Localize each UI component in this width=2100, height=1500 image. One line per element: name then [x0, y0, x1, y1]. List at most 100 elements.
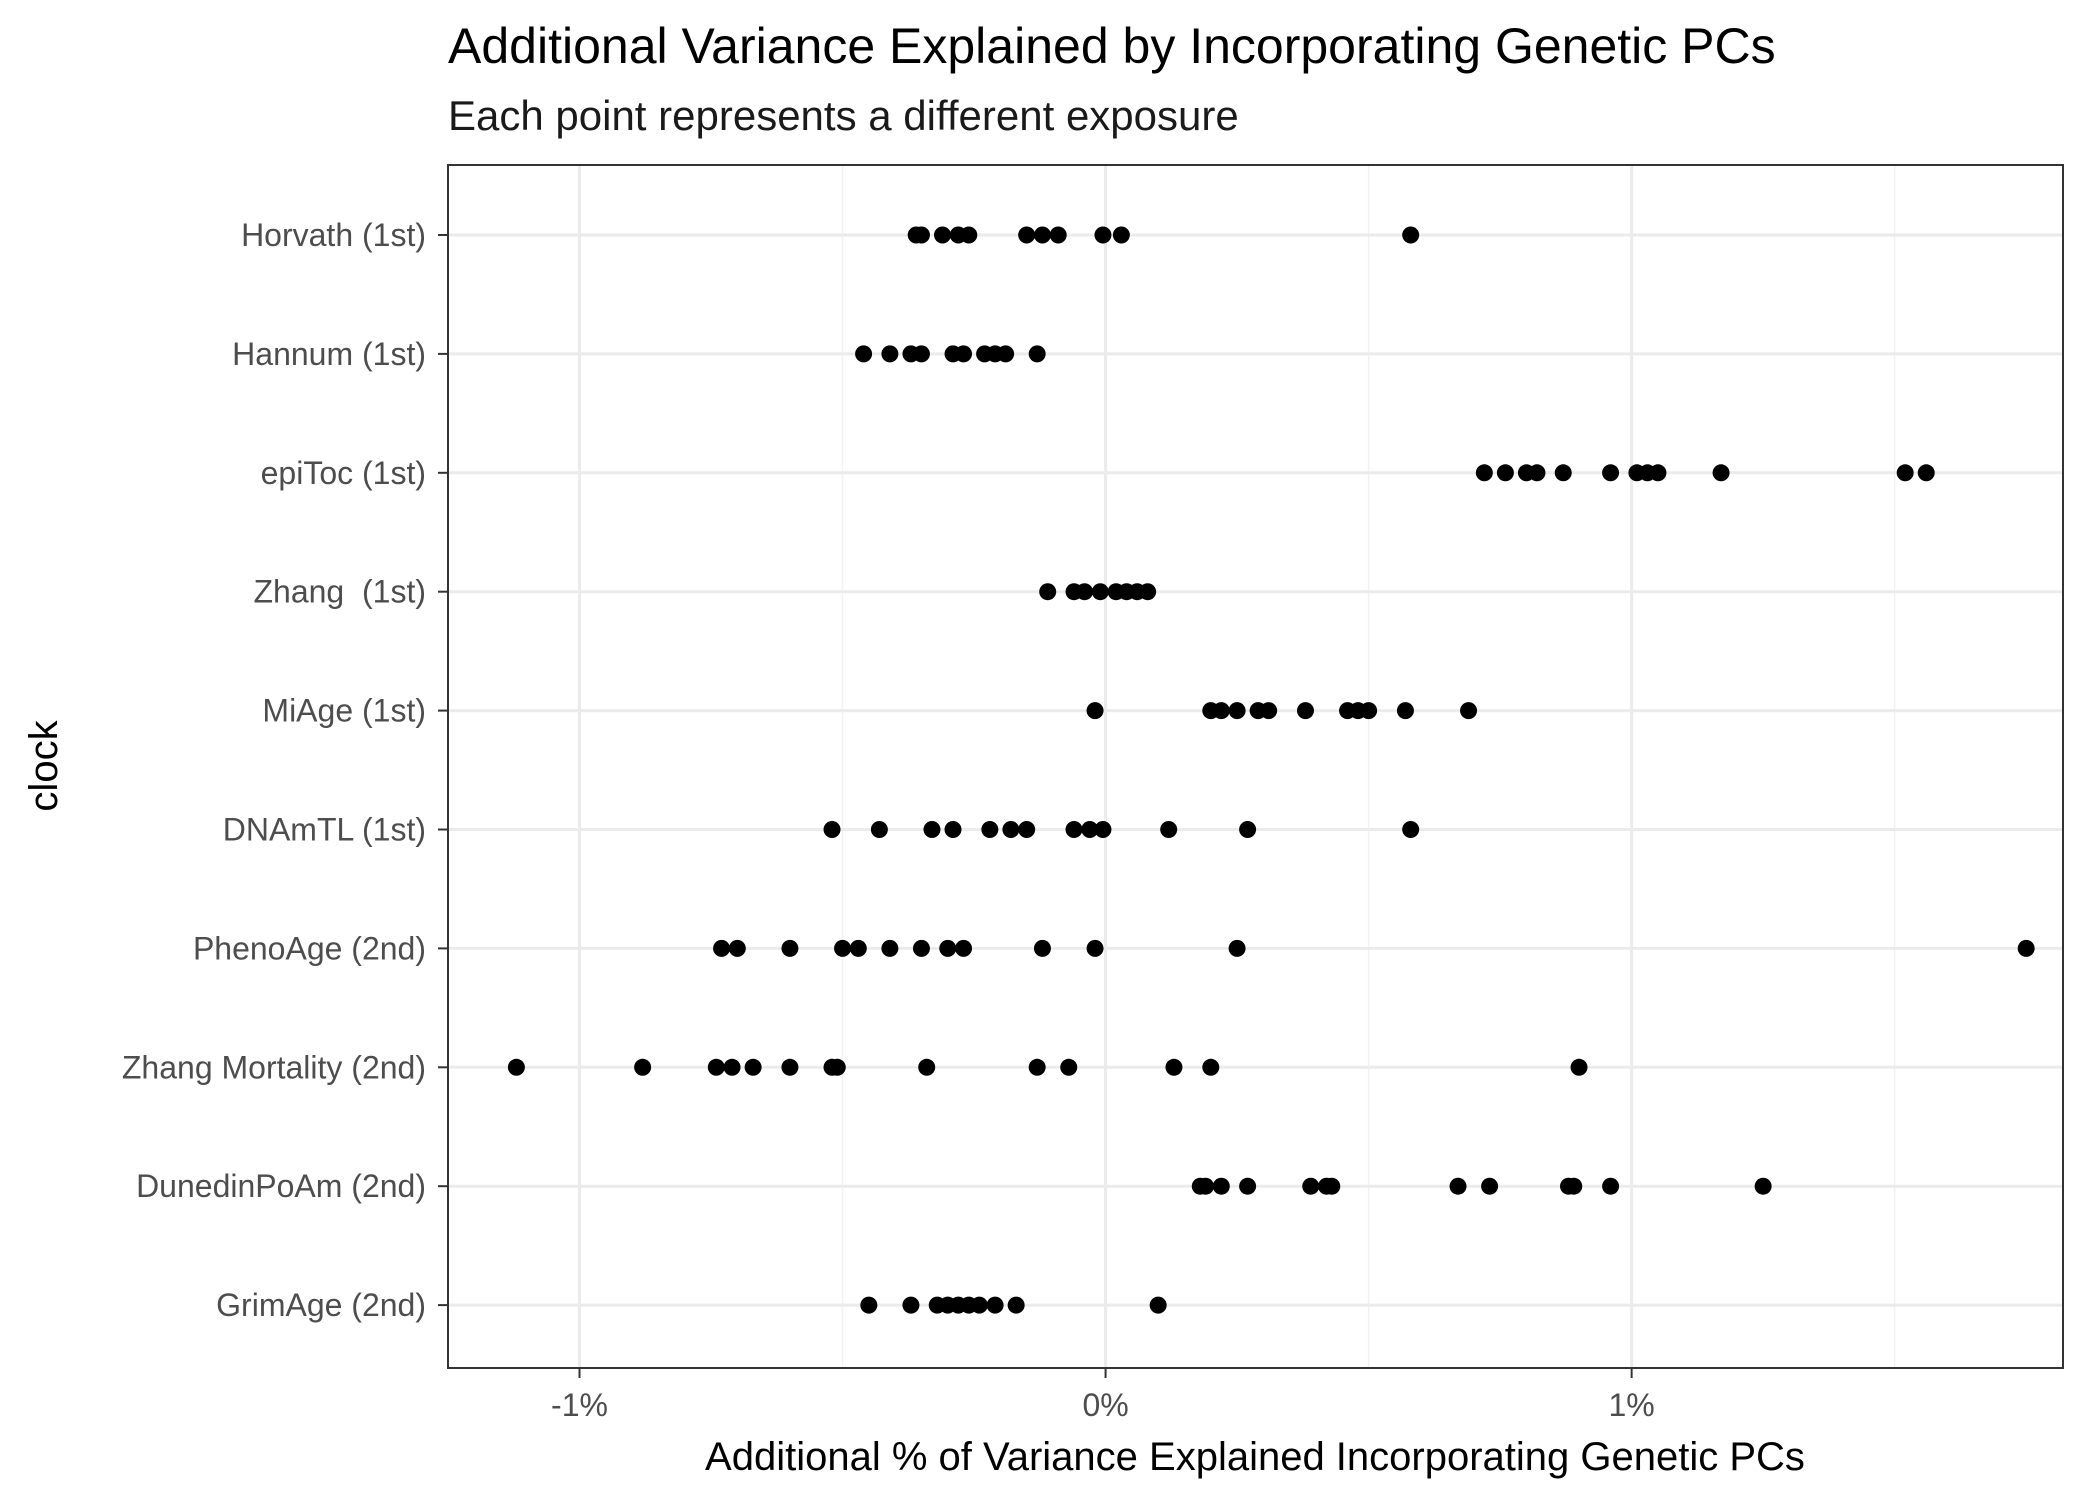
- y-axis-title: clock: [22, 719, 66, 811]
- data-point: [855, 345, 873, 363]
- data-point: [1212, 1177, 1230, 1195]
- data-point: [634, 1058, 652, 1076]
- y-tick-label: GrimAge (2nd): [216, 1287, 426, 1323]
- data-point: [781, 1058, 799, 1076]
- data-point: [912, 345, 930, 363]
- data-point: [1565, 1177, 1583, 1195]
- y-tick-label: DNAmTL (1st): [223, 812, 426, 848]
- data-point: [1197, 1177, 1215, 1195]
- data-point: [1323, 1177, 1341, 1195]
- data-point: [1460, 702, 1478, 720]
- data-point: [960, 226, 978, 244]
- data-point: [2017, 939, 2035, 957]
- data-point: [923, 821, 941, 838]
- data-point: [870, 821, 888, 838]
- data-point: [955, 345, 973, 363]
- data-point: [744, 1058, 762, 1076]
- data-point: [1086, 702, 1104, 720]
- data-point: [1028, 345, 1046, 363]
- data-point: [1039, 583, 1057, 601]
- data-point: [881, 939, 899, 957]
- data-point: [1754, 1177, 1772, 1195]
- data-point: [1028, 1058, 1046, 1076]
- data-point: [1212, 702, 1230, 720]
- data-point: [1302, 1177, 1320, 1195]
- data-point: [1086, 939, 1104, 957]
- data-point: [1049, 226, 1067, 244]
- data-point: [1239, 821, 1257, 838]
- data-point: [1139, 583, 1157, 601]
- x-tick-label: 0%: [1082, 1387, 1128, 1423]
- data-point: [1402, 226, 1420, 244]
- data-point: [1649, 464, 1667, 482]
- data-point: [1002, 821, 1020, 838]
- data-point: [1239, 1177, 1257, 1195]
- data-point: [834, 939, 852, 957]
- data-point: [997, 345, 1015, 363]
- data-point: [1496, 464, 1514, 482]
- y-tick-label: DunedinPoAm (2nd): [136, 1168, 426, 1204]
- data-point: [981, 821, 999, 838]
- data-point: [1602, 464, 1620, 482]
- data-point: [1917, 464, 1935, 482]
- data-point: [933, 226, 951, 244]
- data-point: [1296, 702, 1314, 720]
- data-point: [1065, 821, 1083, 838]
- data-point: [955, 939, 973, 957]
- y-tick-label: PhenoAge (2nd): [193, 930, 426, 966]
- data-point: [1202, 1058, 1220, 1076]
- data-point: [1396, 702, 1414, 720]
- data-point: [849, 939, 867, 957]
- data-point: [918, 1058, 936, 1076]
- data-point: [939, 939, 957, 957]
- data-point: [1475, 464, 1493, 482]
- data-point: [1481, 1177, 1499, 1195]
- data-point: [781, 939, 799, 957]
- y-tick-label: Zhang (1st): [253, 574, 426, 610]
- data-point: [1033, 226, 1051, 244]
- data-point: [728, 939, 746, 957]
- data-point: [713, 939, 731, 957]
- data-point: [707, 1058, 725, 1076]
- data-point: [986, 1296, 1004, 1314]
- x-tick-label: -1%: [551, 1387, 608, 1423]
- x-axis: -1% 0% 1%: [551, 1368, 1655, 1423]
- y-tick-label: Hannum (1st): [232, 336, 426, 372]
- data-point: [1060, 1058, 1078, 1076]
- data-point: [1602, 1177, 1620, 1195]
- data-point: [1449, 1177, 1467, 1195]
- y-axis: Horvath (1st) Hannum (1st) epiToc (1st) Zha…: [122, 217, 448, 1323]
- data-points: [507, 226, 2035, 1314]
- data-point: [860, 1296, 878, 1314]
- data-point: [828, 1058, 846, 1076]
- y-tick-label: Zhang Mortality (2nd): [122, 1049, 426, 1085]
- y-tick-label: MiAge (1st): [262, 693, 426, 729]
- data-point: [1165, 1058, 1183, 1076]
- chart-title: Additional Variance Explained by Incorpo…: [448, 18, 1776, 74]
- data-point: [881, 345, 899, 363]
- data-point: [1228, 702, 1246, 720]
- data-point: [1528, 464, 1546, 482]
- data-point: [1160, 821, 1178, 838]
- data-point: [1076, 583, 1094, 601]
- chart-subtitle: Each point represents a different exposu…: [448, 92, 1239, 139]
- data-point: [1094, 226, 1112, 244]
- data-point: [912, 226, 930, 244]
- data-point: [1018, 226, 1036, 244]
- data-point: [507, 1058, 525, 1076]
- data-point: [902, 1296, 920, 1314]
- data-point: [723, 1058, 741, 1076]
- data-point: [912, 939, 930, 957]
- data-point: [1896, 464, 1914, 482]
- data-point: [1094, 821, 1112, 838]
- data-point: [1402, 821, 1420, 838]
- data-point: [1360, 702, 1378, 720]
- x-tick-label: 1%: [1609, 1387, 1655, 1423]
- y-tick-label: Horvath (1st): [241, 217, 426, 253]
- data-point: [944, 821, 962, 838]
- data-point: [1018, 821, 1036, 838]
- x-axis-title: Additional % of Variance Explained Incor…: [705, 1435, 1805, 1479]
- data-point: [1260, 702, 1278, 720]
- data-point: [1228, 939, 1246, 957]
